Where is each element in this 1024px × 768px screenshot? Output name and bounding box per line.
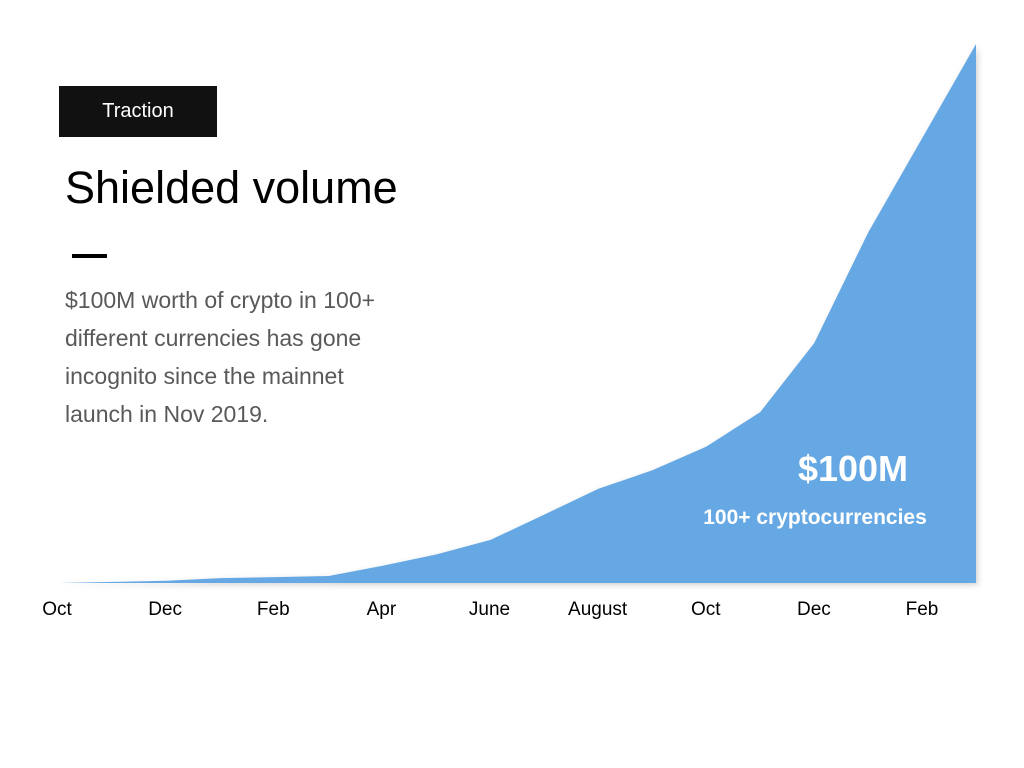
x-tick-label: Dec <box>148 599 182 620</box>
description-line: launch in Nov 2019. <box>65 401 269 427</box>
x-tick-label: August <box>568 599 628 620</box>
x-tick-label: Oct <box>42 599 72 620</box>
title-underline <box>72 254 107 258</box>
description-line: incognito since the mainnet <box>65 363 344 389</box>
x-tick-label: Dec <box>797 599 831 620</box>
page-title: Shielded volume <box>65 162 398 213</box>
description-line: $100M worth of crypto in 100+ <box>65 287 376 313</box>
currency-count-annotation: 100+ cryptocurrencies <box>703 506 927 529</box>
description: $100M worth of crypto in 100+ different … <box>65 281 465 433</box>
traction-tag: Traction <box>59 86 217 137</box>
x-tick-label: Feb <box>906 599 939 620</box>
description-line: different currencies has gone <box>65 325 362 351</box>
x-tick-label: Apr <box>367 599 397 620</box>
x-tick-label: Oct <box>691 599 721 620</box>
value-annotation: $100M <box>798 448 908 489</box>
x-tick-label: June <box>469 599 510 620</box>
volume-area <box>59 44 976 583</box>
x-tick-label: Feb <box>257 599 290 620</box>
